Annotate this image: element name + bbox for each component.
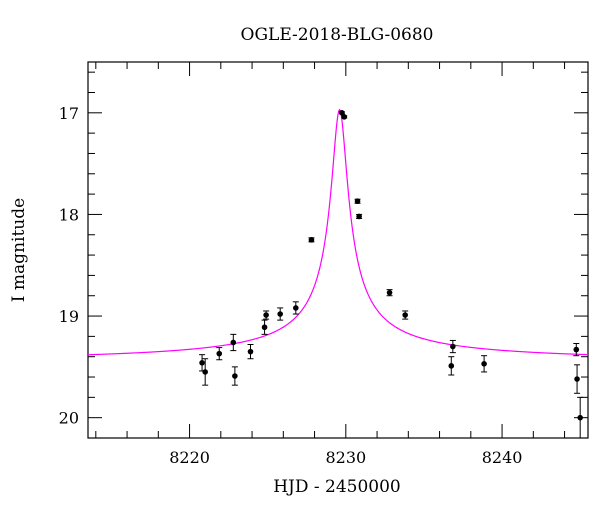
x-tick-label: 8240 (482, 448, 523, 467)
data-point (402, 312, 408, 318)
data-point (574, 376, 580, 382)
data-point (386, 289, 393, 296)
data-point (293, 305, 299, 311)
chart-title: OGLE-2018-BLG-0680 (241, 25, 434, 45)
data-points-group (199, 110, 584, 439)
data-point (308, 237, 315, 243)
y-tick-label: 17 (59, 104, 79, 123)
data-point (354, 198, 361, 205)
x-tick-label: 8220 (169, 448, 210, 467)
data-point (247, 348, 254, 355)
data-point (277, 311, 283, 317)
y-tick-label: 20 (59, 409, 79, 428)
data-point (230, 339, 237, 346)
data-point (199, 360, 205, 366)
data-point (261, 324, 268, 331)
tick-labels: 8220 8230 8240 17 18 19 20 (59, 104, 523, 467)
data-point (450, 343, 456, 350)
data-point (481, 361, 487, 367)
model-curve-group (87, 108, 589, 356)
data-point (202, 369, 208, 375)
model-curve (87, 108, 589, 356)
x-tick-label: 8230 (325, 448, 366, 467)
plot-frame (87, 61, 589, 439)
data-point (577, 414, 583, 421)
data-point (356, 213, 362, 220)
data-point (448, 363, 455, 369)
data-point (216, 350, 223, 357)
data-point (232, 373, 238, 379)
y-axis-label: I magnitude (9, 198, 29, 302)
x-axis-label: HJD - 2450000 (273, 477, 401, 497)
axis-ticks (88, 62, 588, 439)
y-tick-label: 18 (59, 205, 79, 224)
data-point (341, 114, 348, 120)
y-tick-label: 19 (59, 307, 79, 326)
data-point (339, 110, 345, 116)
data-point (263, 312, 269, 318)
data-point (573, 346, 580, 353)
